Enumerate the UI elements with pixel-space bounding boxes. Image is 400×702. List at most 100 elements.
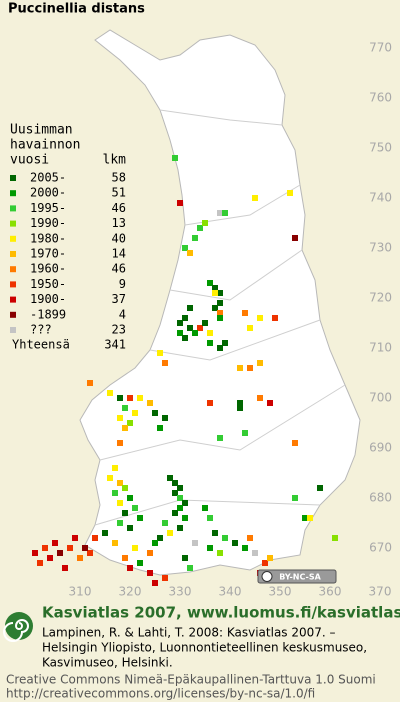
legend-count: 9 xyxy=(119,277,126,291)
east-tick-label: 350 xyxy=(269,585,292,599)
record-square xyxy=(182,515,188,521)
record-square xyxy=(107,475,113,481)
record-square xyxy=(247,535,253,541)
legend-count: 4 xyxy=(119,307,126,321)
record-square xyxy=(207,545,213,551)
record-square xyxy=(132,410,138,416)
legend-swatch xyxy=(10,205,16,212)
record-square xyxy=(42,545,48,551)
legend-swatch xyxy=(10,281,16,288)
record-square xyxy=(317,485,323,491)
record-square xyxy=(122,425,128,431)
record-square xyxy=(87,550,93,556)
record-square xyxy=(127,395,133,401)
badge-icon xyxy=(261,571,273,582)
legend-swatch xyxy=(10,220,16,227)
north-tick-label: 710 xyxy=(369,341,392,355)
record-square xyxy=(32,550,38,556)
legend-label: 1995- xyxy=(30,201,66,215)
record-square xyxy=(207,280,213,286)
record-square xyxy=(257,315,263,321)
record-square xyxy=(102,530,108,536)
record-square xyxy=(82,545,88,551)
record-square xyxy=(112,490,118,496)
record-square xyxy=(127,525,133,531)
record-square xyxy=(177,505,183,511)
record-square xyxy=(137,560,143,566)
record-square xyxy=(77,555,83,561)
record-square xyxy=(247,325,253,331)
record-square xyxy=(157,350,163,356)
record-square xyxy=(237,400,243,406)
record-square xyxy=(287,190,293,196)
legend-heading: vuosi xyxy=(10,153,49,168)
legend-count: 37 xyxy=(112,292,126,306)
record-square xyxy=(307,515,313,521)
legend-count-heading: lkm xyxy=(103,153,127,168)
record-square xyxy=(207,330,213,336)
record-square xyxy=(177,320,183,326)
record-square xyxy=(157,535,163,541)
record-square xyxy=(267,555,273,561)
record-square xyxy=(217,315,223,321)
record-square xyxy=(182,335,188,341)
record-square xyxy=(87,380,93,386)
record-square xyxy=(182,555,188,561)
record-square xyxy=(92,535,98,541)
record-square xyxy=(302,515,308,521)
record-square xyxy=(192,540,198,546)
legend-label: 2000- xyxy=(30,186,66,200)
record-square xyxy=(127,420,133,426)
legend-label: -1899 xyxy=(30,307,66,321)
record-square xyxy=(47,555,53,561)
east-tick-label: 370 xyxy=(369,585,392,599)
north-tick-label: 720 xyxy=(369,291,392,305)
record-square xyxy=(247,365,253,371)
license-line: Creative Commons Nimeä-Epäkaupallinen-Ta… xyxy=(6,673,376,687)
logo-disc xyxy=(5,612,33,640)
legend-swatch xyxy=(10,175,16,181)
north-tick-label: 740 xyxy=(369,191,392,205)
site-name: Kasviatlas 2007, www.luomus.fi/kasviatla… xyxy=(42,604,400,622)
record-square xyxy=(172,155,178,161)
record-square xyxy=(177,330,183,336)
map-title: Puccinellia distans xyxy=(8,2,145,17)
record-square xyxy=(147,400,153,406)
record-square xyxy=(222,340,228,346)
record-square xyxy=(127,495,133,501)
record-square xyxy=(147,570,153,576)
record-square xyxy=(252,195,258,201)
record-square xyxy=(162,575,168,581)
record-square xyxy=(152,540,158,546)
east-tick-label: 310 xyxy=(69,585,92,599)
record-square xyxy=(237,405,243,411)
north-tick-label: 670 xyxy=(369,541,392,555)
record-square xyxy=(222,210,228,216)
citation-line: Lampinen, R. & Lahti, T. 2008: Kasviatla… xyxy=(42,626,336,640)
legend-label: 1950- xyxy=(30,277,66,291)
record-square xyxy=(132,545,138,551)
record-square xyxy=(217,310,223,316)
record-square xyxy=(107,390,113,396)
legend-count: 58 xyxy=(112,171,126,185)
legend-label: 1960- xyxy=(30,262,66,276)
record-square xyxy=(137,515,143,521)
record-square xyxy=(137,395,143,401)
record-square xyxy=(187,250,193,256)
record-square xyxy=(177,485,183,491)
legend-count: 46 xyxy=(112,201,126,215)
record-square xyxy=(192,235,198,241)
record-square xyxy=(182,245,188,251)
east-tick-label: 320 xyxy=(119,585,142,599)
legend-swatch xyxy=(10,251,16,257)
record-square xyxy=(202,505,208,511)
record-square xyxy=(272,315,278,321)
record-square xyxy=(217,290,223,296)
legend-swatch xyxy=(10,235,16,242)
record-square xyxy=(62,565,68,571)
record-square xyxy=(117,520,123,526)
record-square xyxy=(257,360,263,366)
record-square xyxy=(187,565,193,571)
record-square xyxy=(197,225,203,231)
record-square xyxy=(162,415,168,421)
